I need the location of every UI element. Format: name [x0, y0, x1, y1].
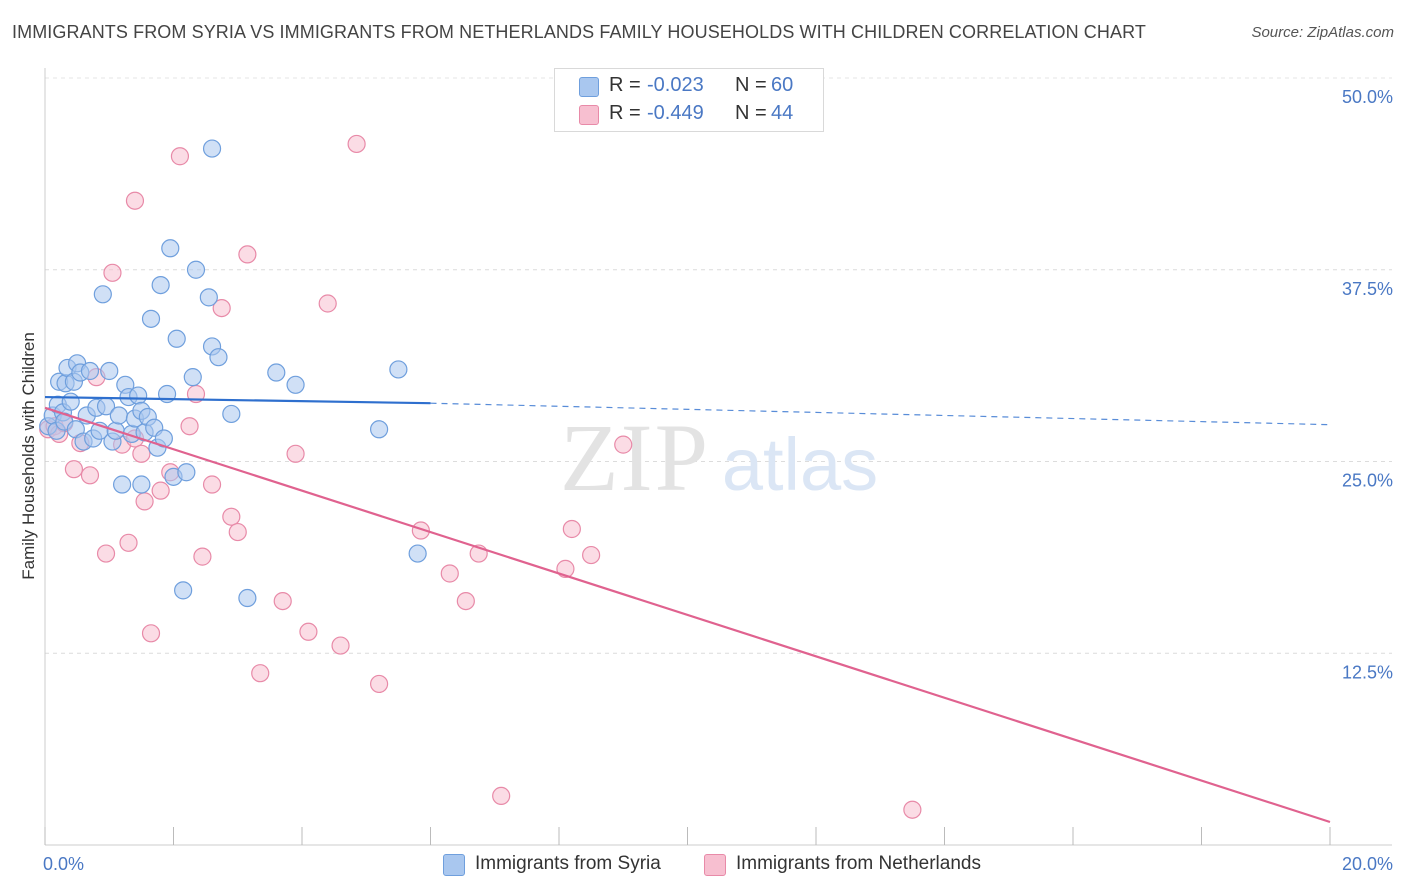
netherlands-point: [180, 417, 199, 436]
syria-point: [93, 285, 112, 304]
syria-point: [141, 309, 161, 328]
netherlands-point: [228, 522, 247, 542]
syria-point: [132, 475, 151, 494]
netherlands-point: [562, 519, 581, 539]
y-tick-label: 37.5%: [1342, 279, 1393, 299]
netherlands-point: [141, 624, 161, 643]
netherlands-point: [582, 545, 601, 565]
n-value: 44: [771, 102, 794, 124]
netherlands-point: [238, 245, 257, 264]
chart-title: IMMIGRANTS FROM SYRIA VS IMMIGRANTS FROM…: [12, 22, 1146, 42]
syria-point: [80, 361, 100, 381]
syria-point: [389, 360, 408, 379]
r-label: R =: [609, 102, 641, 124]
axes: [44, 68, 1392, 846]
syria-trend-extension: [430, 402, 1331, 426]
syria-legend-swatch-icon: [443, 854, 465, 876]
y-tick-label: 50.0%: [1342, 87, 1393, 107]
netherlands-trend-line: [44, 406, 1331, 824]
n-label: N =: [735, 102, 767, 124]
netherlands-point: [96, 544, 116, 563]
syria-point: [267, 363, 286, 382]
syria-point: [238, 588, 257, 608]
netherlands-point: [170, 147, 190, 166]
syria-point: [161, 239, 180, 258]
netherlands-point: [286, 444, 305, 463]
syria-point: [202, 139, 222, 158]
n-label: N =: [735, 74, 767, 96]
source-label: Source: ZipAtlas.com: [1251, 24, 1394, 41]
x-tick-label: 20.0%: [1342, 854, 1393, 874]
netherlands-point: [251, 664, 270, 683]
syria-point: [112, 475, 132, 494]
syria-point: [129, 386, 148, 405]
netherlands-point: [456, 591, 475, 611]
netherlands-point: [135, 492, 154, 511]
syria-point: [183, 368, 202, 387]
syria-point: [209, 348, 228, 367]
netherlands-point: [273, 591, 292, 611]
netherlands-point: [212, 299, 231, 318]
y-tick-label: 25.0%: [1342, 471, 1393, 491]
watermark: ZIP atlas: [560, 404, 878, 511]
r-value: -0.449: [647, 102, 704, 124]
syria-point: [286, 375, 305, 394]
netherlands-point: [614, 435, 633, 454]
netherlands-point: [347, 134, 366, 154]
netherlands-point: [492, 786, 511, 806]
netherlands-point: [80, 466, 100, 485]
netherlands-point: [318, 294, 337, 313]
netherlands-point: [119, 533, 138, 552]
syria-point: [61, 392, 80, 411]
netherlands-point: [440, 564, 459, 583]
syria-point: [408, 544, 427, 563]
syria-point: [151, 275, 170, 295]
x-tick-label: 0.0%: [43, 854, 84, 874]
netherlands-point: [64, 460, 84, 479]
netherlands-point: [299, 622, 318, 641]
watermark-atlas: atlas: [722, 423, 878, 506]
syria-point: [100, 361, 119, 381]
watermark-zip: ZIP: [560, 404, 710, 511]
netherlands-legend-swatch-icon: [704, 854, 726, 876]
legend-label: Immigrants from Netherlands: [736, 853, 981, 874]
n-value: 60: [771, 74, 794, 96]
y-axis-title: Family Households with Children: [19, 332, 38, 580]
netherlands-point: [125, 191, 145, 210]
netherlands-point: [132, 444, 151, 463]
axis-labels: 12.5% 25.0% 37.5% 50.0% 0.0% 20.0% Family Hous…: [19, 87, 1393, 874]
netherlands-point: [903, 800, 922, 819]
y-tick-label: 12.5%: [1342, 662, 1393, 682]
netherlands-point: [370, 674, 389, 694]
netherlands-point: [202, 475, 222, 494]
syria-swatch-icon: [579, 77, 599, 97]
syria-point: [222, 404, 241, 424]
r-value: -0.023: [647, 74, 704, 96]
gridlines: [45, 77, 1392, 654]
syria-point: [186, 260, 206, 279]
syria-point: [370, 420, 389, 439]
netherlands-point: [331, 636, 350, 655]
netherlands-point: [193, 547, 212, 566]
netherlands-point: [103, 263, 122, 282]
netherlands-point: [411, 521, 430, 540]
trend-lines: [44, 395, 1331, 824]
syria-point: [167, 329, 186, 348]
legend-label: Immigrants from Syria: [475, 853, 661, 874]
syria-trend-line: [44, 395, 431, 405]
netherlands-point: [151, 481, 170, 500]
syria-point: [199, 288, 218, 307]
r-label: R =: [609, 74, 641, 96]
netherlands-point: [222, 507, 241, 526]
syria-point: [177, 463, 196, 482]
syria-point: [174, 581, 193, 600]
netherlands-swatch-icon: [579, 105, 599, 125]
stats-box: R = -0.023 N = 60 R = -0.449 N = 44: [554, 68, 824, 132]
syria-point: [109, 406, 128, 425]
